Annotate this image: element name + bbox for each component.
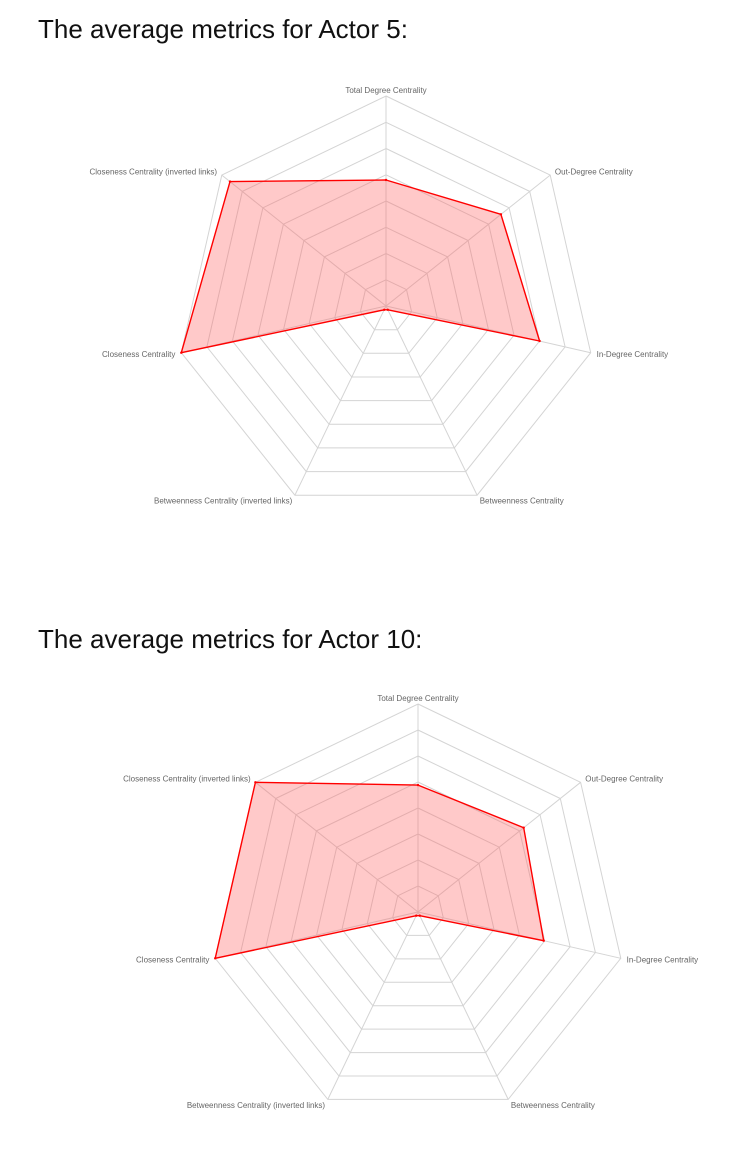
axis-label-total-degree-centrality: Total Degree Centrality xyxy=(377,694,458,703)
axis-label-betweenness-centrality: Betweenness Centrality xyxy=(511,1101,595,1110)
axis-label-out-degree-centrality: Out-Degree Centrality xyxy=(585,775,663,784)
axis-label-total-degree-centrality: Total Degree Centrality xyxy=(345,86,426,95)
data-point-closeness-centrality xyxy=(214,957,217,960)
axis-label-closeness-centrality-inverted-links: Closeness Centrality (inverted links) xyxy=(89,167,217,176)
axis-spoke xyxy=(417,781,581,913)
axis-label-betweenness-centrality-inverted-links: Betweenness Centrality (inverted links) xyxy=(187,1101,326,1110)
data-point-in-degree-centrality xyxy=(538,339,541,343)
grid-ring xyxy=(265,755,571,1054)
data-point-betweenness-centrality xyxy=(418,914,421,917)
axis-spoke xyxy=(385,305,591,354)
series-area xyxy=(180,179,541,354)
grid-ring xyxy=(341,833,495,983)
data-point-closeness-centrality-inverted-links xyxy=(254,781,257,784)
axis-spoke xyxy=(221,174,387,307)
axis-label-closeness-centrality: Closeness Centrality xyxy=(136,956,209,965)
axis-label-in-degree-centrality: In-Degree Centrality xyxy=(597,350,669,359)
axis-spoke xyxy=(327,911,419,1100)
grid-ring xyxy=(180,95,592,496)
data-point-betweenness-centrality-inverted-links xyxy=(415,914,418,917)
grid-ring xyxy=(334,252,438,354)
grid-ring xyxy=(283,200,489,402)
data-point-total-degree-centrality xyxy=(416,783,420,787)
grid-ring xyxy=(257,174,515,425)
axis-spoke xyxy=(385,174,551,307)
grid-ring xyxy=(308,226,464,378)
axis-label-betweenness-centrality: Betweenness Centrality xyxy=(480,497,564,506)
grid-ring xyxy=(359,279,413,331)
grid-ring xyxy=(231,147,541,449)
data-point-total-degree-centrality xyxy=(384,178,388,182)
axis-spoke xyxy=(385,305,478,496)
data-point-out-degree-centrality xyxy=(499,213,503,216)
series-area xyxy=(214,781,545,960)
grid-ring xyxy=(290,781,546,1030)
axis-label-closeness-centrality-inverted-links: Closeness Centrality (inverted links) xyxy=(123,775,251,784)
axis-spoke xyxy=(294,305,387,496)
grid-ring xyxy=(366,859,470,960)
grid-ring xyxy=(206,121,566,473)
radar-chart-actor-10: Total Degree Centrality Out-Degree Centra… xyxy=(123,694,699,1110)
chart-heading-actor-5: The average metrics for Actor 5: xyxy=(38,14,408,44)
axis-label-in-degree-centrality: In-Degree Centrality xyxy=(627,956,699,965)
data-point-closeness-centrality-inverted-links xyxy=(228,180,232,183)
axis-spoke xyxy=(417,911,509,1100)
axis-spoke xyxy=(255,781,419,913)
grid-ring xyxy=(392,885,444,936)
axis-label-out-degree-centrality: Out-Degree Centrality xyxy=(555,167,633,176)
axis-label-betweenness-centrality-inverted-links: Betweenness Centrality (inverted links) xyxy=(154,497,293,506)
data-point-closeness-centrality xyxy=(180,351,183,354)
data-point-betweenness-centrality xyxy=(386,308,389,311)
chart-heading-actor-10: The average metrics for Actor 10: xyxy=(38,624,423,654)
grid-ring xyxy=(240,729,596,1077)
data-point-in-degree-centrality xyxy=(542,939,545,942)
radar-chart-actor-5: Total Degree Centrality Out-Degree Centra… xyxy=(89,86,669,506)
data-point-out-degree-centrality xyxy=(522,826,525,829)
data-point-betweenness-centrality-inverted-links xyxy=(383,308,386,311)
grid-ring xyxy=(316,807,520,1007)
axis-label-closeness-centrality: Closeness Centrality xyxy=(102,350,175,359)
